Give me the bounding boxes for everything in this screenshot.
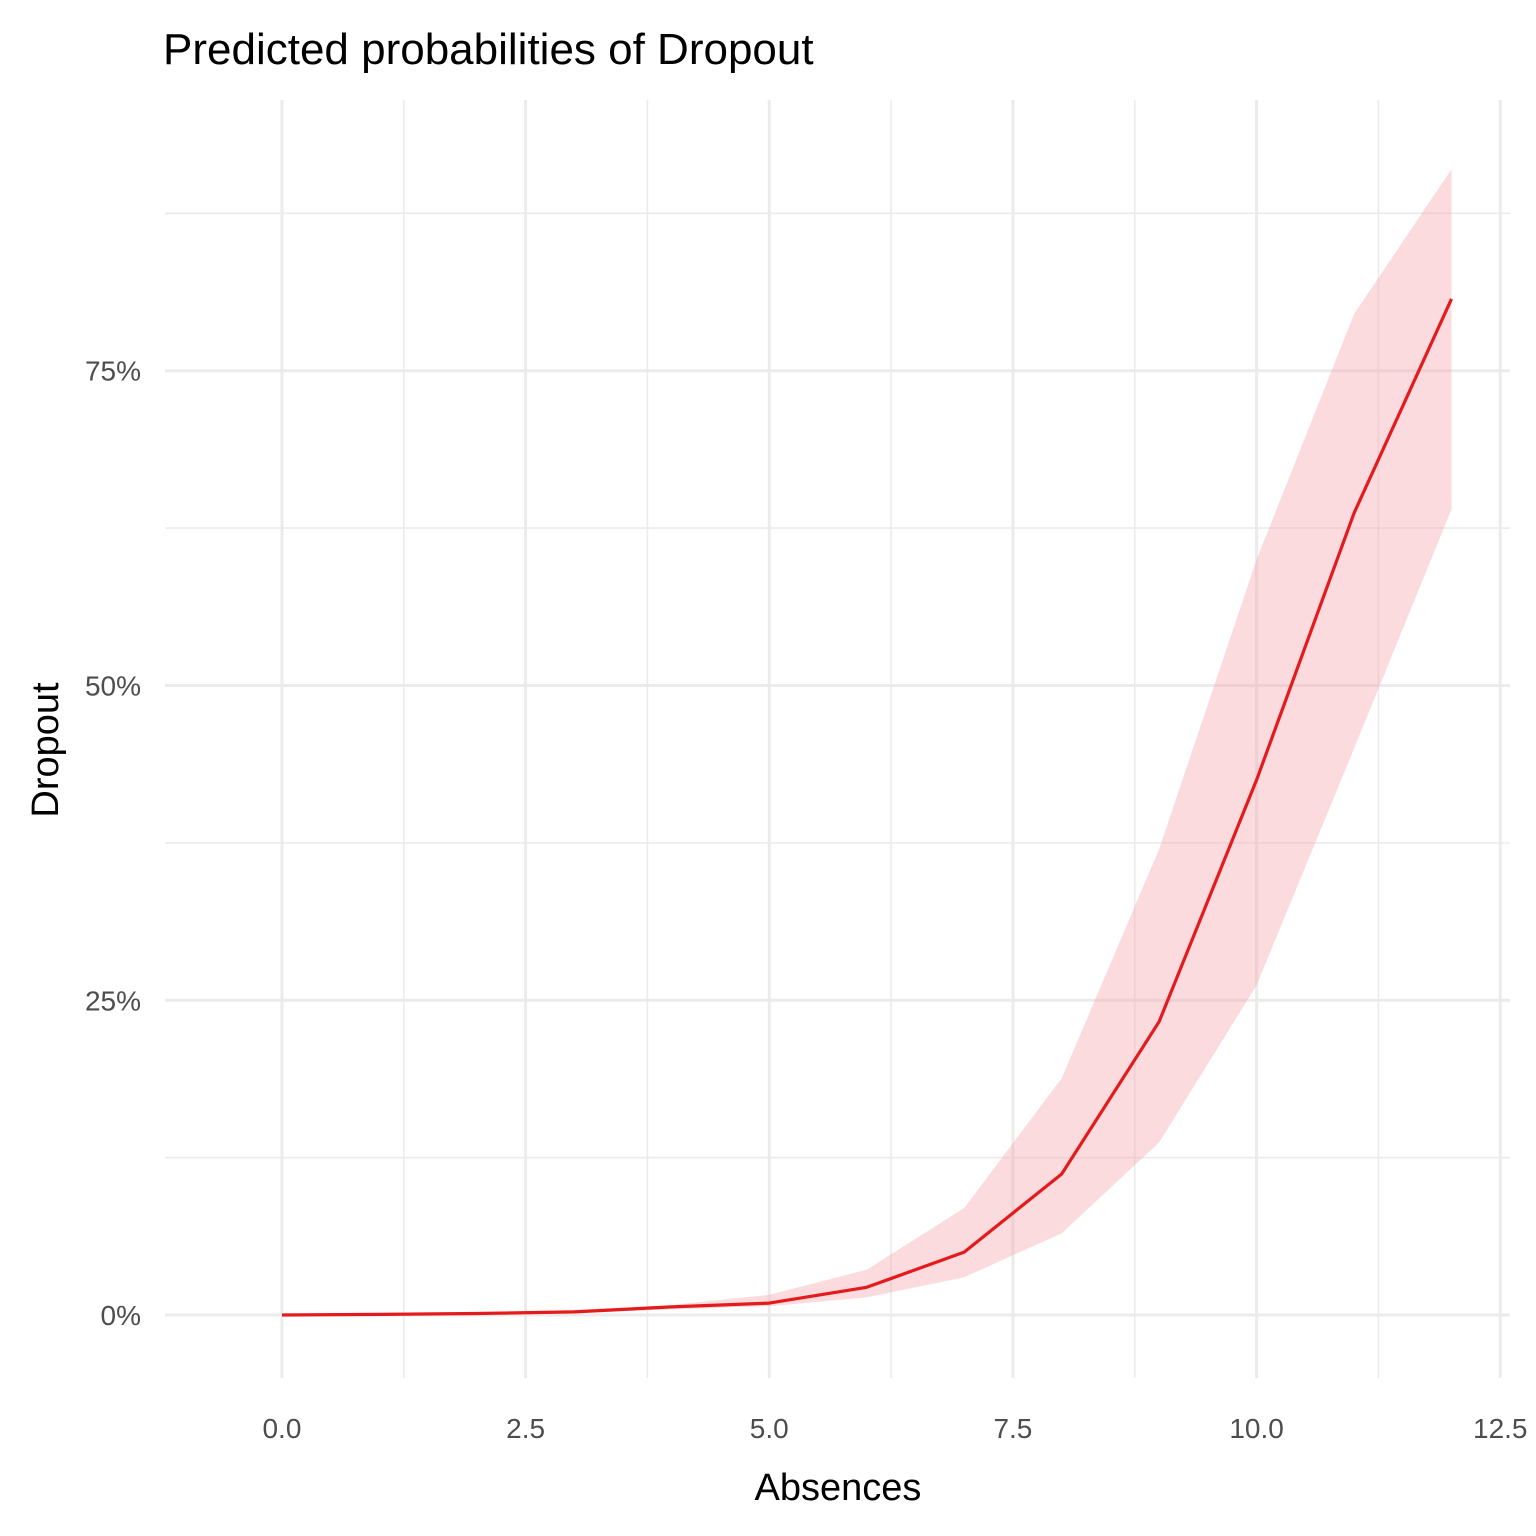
tick-labels: 0.0 2.5 5.0 7.5 10.0 12.5 0% 25% 50% 75% — [85, 356, 1528, 1444]
x-tick-label: 12.5 — [1473, 1413, 1528, 1444]
series-line — [281, 298, 1453, 1317]
y-tick-label: 25% — [85, 985, 141, 1016]
x-axis-title: Absences — [755, 1467, 922, 1509]
grid — [165, 100, 1510, 1378]
y-axis-title: Dropout — [25, 682, 67, 818]
x-tick-label: 2.5 — [506, 1413, 545, 1444]
y-tick-label: 75% — [85, 356, 141, 387]
y-tick-label: 50% — [85, 670, 141, 701]
x-tick-label: 0.0 — [262, 1413, 301, 1444]
confidence-band-layer — [282, 169, 1452, 1315]
x-tick-label: 5.0 — [750, 1413, 789, 1444]
series-line-layer — [281, 298, 1453, 1317]
x-tick-label: 7.5 — [993, 1413, 1032, 1444]
chart-title: Predicted probabilities of Dropout — [163, 25, 814, 74]
y-tick-label: 0% — [101, 1300, 141, 1331]
confidence-band — [282, 169, 1452, 1315]
x-tick-label: 10.0 — [1229, 1413, 1284, 1444]
